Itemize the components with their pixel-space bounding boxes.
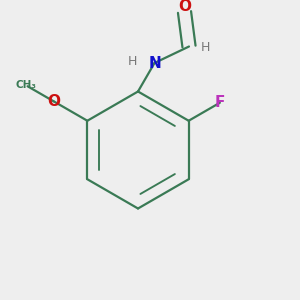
Text: N: N [148,56,161,70]
Text: O: O [47,94,60,109]
Text: H: H [201,41,210,55]
Text: CH₃: CH₃ [16,80,37,90]
Text: O: O [178,0,191,14]
Text: H: H [127,55,137,68]
Text: F: F [215,95,225,110]
